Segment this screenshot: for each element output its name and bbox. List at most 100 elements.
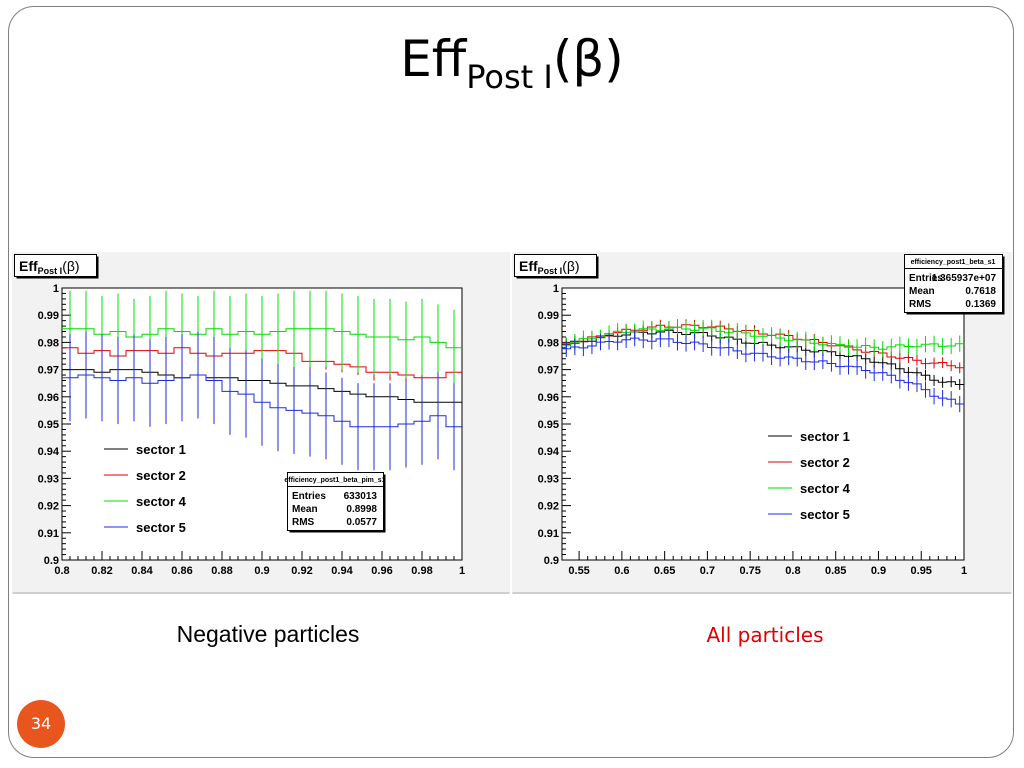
canvas-bottom-edge <box>512 592 1012 594</box>
stats-shadow <box>906 312 1005 315</box>
stats-box: efficiency_post1_beta_s1 Entries1.365937e… <box>904 254 1005 315</box>
chart-title-shadow <box>96 256 99 279</box>
x-tick-label: 0.88 <box>211 565 232 577</box>
stats-value: 633013 <box>344 491 378 502</box>
stats-key: RMS <box>292 517 315 528</box>
legend-label: sector 1 <box>800 429 850 444</box>
slide-title-main: Eff <box>400 30 467 88</box>
series-group <box>62 290 462 471</box>
chart-title-sub: Post I <box>38 266 63 276</box>
chart-title: EffPost I(β) <box>519 258 580 276</box>
y-tick-label: 0.94 <box>538 446 560 458</box>
x-tick-label: 0.8 <box>54 565 69 577</box>
caption-negative-particles: Negative particles <box>176 621 360 647</box>
legend-label: sector 2 <box>136 468 186 483</box>
y-tick-label: 0.92 <box>538 501 559 513</box>
chart-title-sub: Post I <box>538 266 563 276</box>
legend-label: sector 4 <box>136 494 187 509</box>
y-tick-label: 0.91 <box>538 528 559 540</box>
series-sector-4 <box>562 319 964 358</box>
x-tick-label: 0.92 <box>291 565 312 577</box>
chart-title-shadow <box>516 276 599 279</box>
x-tick-label: 0.95 <box>911 565 932 577</box>
x-tick-label: 0.9 <box>254 565 269 577</box>
x-tick-label: 0.8 <box>785 565 800 577</box>
legend: sector 1 sector 2 sector 4 sector 5 <box>766 428 851 522</box>
caption-all-particles: All particles <box>706 623 824 647</box>
stats-key: RMS <box>909 299 932 310</box>
x-tick-label: 0.85 <box>825 565 846 577</box>
x-tick-label: 0.98 <box>411 565 432 577</box>
y-tick-label: 0.96 <box>38 392 59 404</box>
y-tick-label: 0.9 <box>544 555 559 567</box>
x-tick-label: 0.96 <box>371 565 392 577</box>
series-sector-5 <box>562 329 964 413</box>
series-line <box>62 347 462 379</box>
y-tick-label: 0.95 <box>38 419 59 431</box>
x-tick-label: 0.82 <box>91 565 112 577</box>
chart-title-main: Eff <box>19 258 38 274</box>
stats-name: efficiency_post1_beta_s1 <box>911 259 996 266</box>
x-tick-label: 0.65 <box>654 565 675 577</box>
stats-box: efficiency_post1_beta_pim_s1 Entries 63301… <box>284 472 386 533</box>
y-tick-label: 0.99 <box>538 310 559 322</box>
legend-label: sector 5 <box>136 520 186 535</box>
stats-name: efficiency_post1_beta_pim_s1 <box>284 477 385 484</box>
series-group <box>562 319 964 413</box>
y-tick-label: 0.94 <box>38 446 60 458</box>
stats-key: Entries <box>292 491 326 502</box>
stats-value: 0.7618 <box>965 286 996 297</box>
x-tick-label: 0.75 <box>739 565 760 577</box>
stats-value: 0.0577 <box>346 517 377 528</box>
y-tick-label: 1 <box>53 283 59 295</box>
chart-all-particles: 0.90.910.920.930.940.950.960.970.980.991… <box>512 252 1012 594</box>
chart-title-box: EffPost I(β) <box>514 254 599 279</box>
y-tick-label: 0.9 <box>44 555 59 567</box>
x-tick-label: 1 <box>459 565 465 577</box>
y-tick-label: 0.99 <box>38 310 59 322</box>
stats-value: 1.365937e+07 <box>932 273 997 284</box>
y-tick-label: 0.92 <box>38 501 59 513</box>
chart-title-tail: (β) <box>562 258 579 274</box>
legend-label: sector 2 <box>800 455 850 470</box>
y-tick-label: 0.98 <box>538 337 559 349</box>
chart-title-box: EffPost I(β) <box>14 254 99 279</box>
chart-title: EffPost I(β) <box>19 258 80 276</box>
slide-title-tail: (β) <box>552 30 624 88</box>
slide-frame <box>8 6 1014 758</box>
y-tick-label: 0.93 <box>538 473 559 485</box>
legend-label: sector 1 <box>136 442 186 457</box>
page-number-badge: 34 <box>17 700 65 748</box>
stats-key: Mean <box>292 504 318 515</box>
y-tick-label: 0.97 <box>538 365 559 377</box>
stats-value: 0.8998 <box>346 504 377 515</box>
series-line <box>562 326 964 350</box>
chart-title-shadow <box>16 276 99 279</box>
x-tick-label: 0.55 <box>568 565 589 577</box>
x-tick-label: 0.84 <box>131 565 153 577</box>
stats-value: 0.1369 <box>965 299 996 310</box>
y-tick-label: 0.95 <box>538 419 559 431</box>
y-tick-label: 0.97 <box>38 365 59 377</box>
x-tick-label: 0.86 <box>171 565 192 577</box>
stats-shadow <box>383 474 386 533</box>
chart-title-shadow <box>596 256 599 279</box>
legend-label: sector 4 <box>800 481 851 496</box>
chart-title-main: Eff <box>519 258 538 274</box>
chart-negative-particles: 0.90.910.920.930.940.950.960.970.980.991… <box>12 252 510 594</box>
series-line <box>562 337 964 405</box>
series-sector-5 <box>62 331 462 471</box>
x-tick-label: 0.9 <box>871 565 886 577</box>
stats-frame <box>287 472 384 531</box>
y-tick-label: 0.93 <box>38 473 59 485</box>
stats-shadow <box>289 530 386 533</box>
canvas-bottom-edge <box>12 592 510 594</box>
x-tick-label: 0.7 <box>700 565 715 577</box>
chart-title-tail: (β) <box>62 258 79 274</box>
y-tick-label: 1 <box>553 283 559 295</box>
slide-title: EffPost I(β) <box>0 30 1024 96</box>
series-line <box>62 374 462 428</box>
x-tick-label: 0.6 <box>614 565 629 577</box>
y-tick-label: 0.91 <box>38 528 59 540</box>
slide-title-sub: Post I <box>466 58 553 97</box>
